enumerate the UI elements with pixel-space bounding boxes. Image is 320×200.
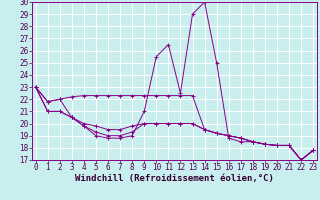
- X-axis label: Windchill (Refroidissement éolien,°C): Windchill (Refroidissement éolien,°C): [75, 174, 274, 183]
